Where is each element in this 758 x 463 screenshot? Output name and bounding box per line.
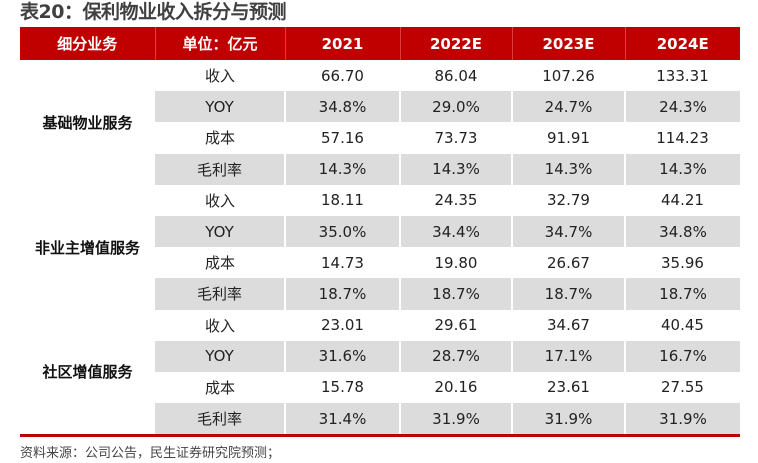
metric-label: 成本 — [204, 378, 235, 397]
column-header: 2023E — [511, 27, 625, 60]
metric-label: 毛利率 — [155, 403, 285, 436]
table-row: 成本 14.73 19.80 26.67 35.96 — [20, 247, 740, 278]
table-cell: 19.80 — [434, 253, 478, 272]
table-cell: 31.9% — [624, 403, 740, 436]
metric-label: 毛利率 — [155, 278, 285, 310]
table-cell: 35.0% — [284, 215, 400, 248]
table-row: YOY 35.0% 34.4% 34.7% 34.8% — [20, 215, 740, 248]
table-cell: 14.3% — [511, 153, 625, 185]
table-cell: 17.1% — [511, 340, 625, 372]
metric-label: 成本 — [204, 129, 235, 148]
table-cell: 86.04 — [434, 66, 478, 85]
table-cell: 18.7% — [624, 278, 740, 310]
table-cell: 24.7% — [511, 91, 625, 123]
table-cell: 18.7% — [284, 278, 400, 310]
table-cell: 31.9% — [511, 403, 625, 436]
table-row: 成本 15.78 20.16 23.61 27.55 — [20, 372, 740, 403]
table-cell: 24.3% — [624, 91, 740, 123]
metric-label: YOY — [155, 91, 285, 123]
table-cell: 14.3% — [399, 153, 512, 185]
column-header: 2022E — [399, 27, 512, 60]
table-cell: 14.3% — [284, 153, 400, 185]
table-row: 社区增值服务 收入 23.01 29.61 34.67 40.45 — [20, 309, 740, 436]
table-cell: 34.67 — [547, 316, 590, 335]
table-row: 毛利率 18.7% 18.7% 18.7% 18.7% — [20, 278, 740, 310]
metric-label: 收入 — [204, 191, 235, 210]
table-cell: 27.55 — [661, 378, 704, 397]
column-header: 2021 — [284, 27, 400, 60]
table-row: 成本 57.16 73.73 91.91 114.23 — [20, 122, 740, 153]
table-cell: 40.45 — [661, 316, 704, 335]
table-cell: 34.8% — [284, 91, 400, 123]
metric-label: 收入 — [204, 67, 235, 86]
segment-name: 非业主增值服务 — [20, 184, 155, 310]
table-cell: 20.16 — [434, 378, 478, 397]
table-cell: 28.7% — [399, 340, 512, 372]
table-cell: 31.4% — [284, 403, 400, 436]
table-cell: 14.3% — [624, 153, 740, 185]
table-cell: 73.73 — [434, 128, 478, 147]
table-cell: 24.35 — [434, 191, 478, 210]
table-cell: 133.31 — [656, 66, 709, 85]
column-header: 细分业务 — [20, 27, 155, 60]
table-cell: 16.7% — [624, 340, 740, 372]
table-cell: 29.61 — [434, 316, 478, 335]
table-cell: 26.67 — [547, 253, 590, 272]
table-cell: 23.61 — [547, 378, 590, 397]
segment-name: 基础物业服务 — [20, 60, 155, 185]
metric-label: YOY — [155, 215, 285, 248]
table-cell: 18.11 — [321, 191, 364, 210]
metric-label: 成本 — [204, 254, 235, 273]
table-cell: 57.16 — [321, 128, 364, 147]
metric-label: 收入 — [204, 316, 235, 335]
table-cell: 32.79 — [547, 191, 590, 210]
source-note: 资料来源：公司公告，民生证券研究院预测； — [20, 446, 281, 461]
revenue-breakdown-table: 细分业务 单位：亿元 2021 2022E 2023E 2024E 基础物业服务 收入 66.… — [20, 27, 740, 438]
table-cell: 35.96 — [661, 253, 704, 272]
table-cell: 114.23 — [656, 128, 709, 147]
table-row: YOY 34.8% 29.0% 24.7% 24.3% — [20, 91, 740, 123]
table-cell: 34.4% — [399, 215, 512, 248]
table-row: 基础物业服务 收入 66.70 86.04 107.26 133.31 — [20, 60, 740, 185]
table-cell: 44.21 — [661, 191, 704, 210]
header-row: 细分业务 单位：亿元 2021 2022E 2023E 2024E — [20, 27, 740, 60]
table-cell: 66.70 — [321, 66, 364, 85]
table-row: 非业主增值服务 收入 18.11 24.35 32.79 44.21 — [20, 184, 740, 310]
table-cell: 107.26 — [542, 66, 595, 85]
table-cell: 23.01 — [321, 316, 364, 335]
table-row: 毛利率 31.4% 31.9% 31.9% 31.9% — [20, 403, 740, 436]
table-cell: 29.0% — [399, 91, 512, 123]
table-cell: 34.7% — [511, 215, 625, 248]
table-cell: 31.6% — [284, 340, 400, 372]
segment-name: 社区增值服务 — [20, 309, 155, 436]
table-cell: 14.73 — [321, 253, 364, 272]
column-header: 2024E — [624, 27, 740, 60]
table-cell: 18.7% — [399, 278, 512, 310]
table-cell: 18.7% — [511, 278, 625, 310]
table-title: 表20：保利物业收入拆分与预测 — [20, 1, 286, 23]
table-row: YOY 31.6% 28.7% 17.1% 16.7% — [20, 340, 740, 372]
table-cell: 91.91 — [547, 128, 590, 147]
table-cell: 31.9% — [399, 403, 512, 436]
table-row: 毛利率 14.3% 14.3% 14.3% 14.3% — [20, 153, 740, 185]
table-cell: 15.78 — [321, 378, 364, 397]
column-header: 单位：亿元 — [154, 27, 285, 60]
table-cell: 34.8% — [624, 215, 740, 248]
metric-label: YOY — [155, 340, 285, 372]
metric-label: 毛利率 — [155, 153, 285, 185]
